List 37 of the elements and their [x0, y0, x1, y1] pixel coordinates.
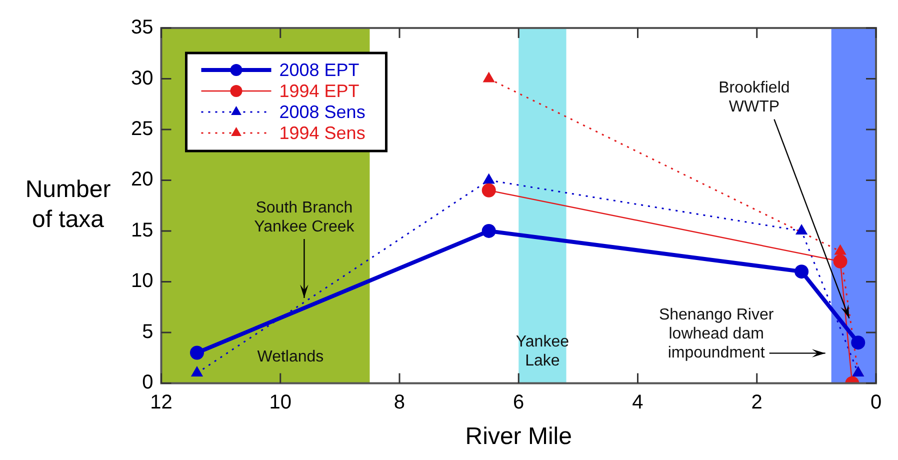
point — [482, 224, 496, 238]
point — [482, 183, 496, 198]
point — [833, 254, 848, 268]
y-tick-label: 35 — [130, 16, 154, 39]
band-label: Wetlands — [257, 348, 324, 366]
x-tick-label: 4 — [632, 392, 644, 414]
point — [794, 264, 809, 279]
y-tick-label: 20 — [130, 168, 154, 191]
x-tick-label: 8 — [394, 392, 406, 414]
y-tick-label: 10 — [130, 270, 154, 292]
x-tick-label: 12 — [150, 392, 172, 414]
point — [190, 366, 204, 377]
point — [795, 224, 808, 234]
point — [190, 346, 204, 360]
point — [482, 173, 495, 184]
y-axis-title: Number of taxa — [25, 176, 111, 234]
x-tick-label: 0 — [870, 392, 882, 414]
point — [482, 72, 495, 82]
point — [834, 244, 846, 255]
legend-label: 1994 EPT — [279, 80, 360, 101]
y-tick-label: 0 — [142, 372, 154, 394]
x-tick-label: 6 — [513, 392, 524, 414]
y-tick-label: 30 — [130, 67, 154, 90]
x-tick-label: 10 — [269, 392, 292, 414]
band-label: Yankee Lake — [516, 334, 570, 370]
legend-label: 1994 Sens — [279, 122, 366, 143]
annotation: South Branch Yankee Creek — [254, 199, 356, 236]
y-tick-label: 15 — [130, 219, 154, 242]
legend-label: 2008 Sens — [279, 102, 366, 122]
annotation: Brookfield WWTP — [718, 80, 790, 116]
x-axis-title: River Mile — [465, 423, 572, 450]
x-tick-label: 2 — [751, 392, 762, 414]
point — [851, 336, 866, 350]
y-tick-label: 25 — [130, 118, 154, 140]
band-label: Shenango River lowhead dam impoundment — [658, 306, 774, 362]
y-tick-label: 5 — [142, 320, 154, 343]
legend-label: 2008 EPT — [279, 60, 360, 80]
